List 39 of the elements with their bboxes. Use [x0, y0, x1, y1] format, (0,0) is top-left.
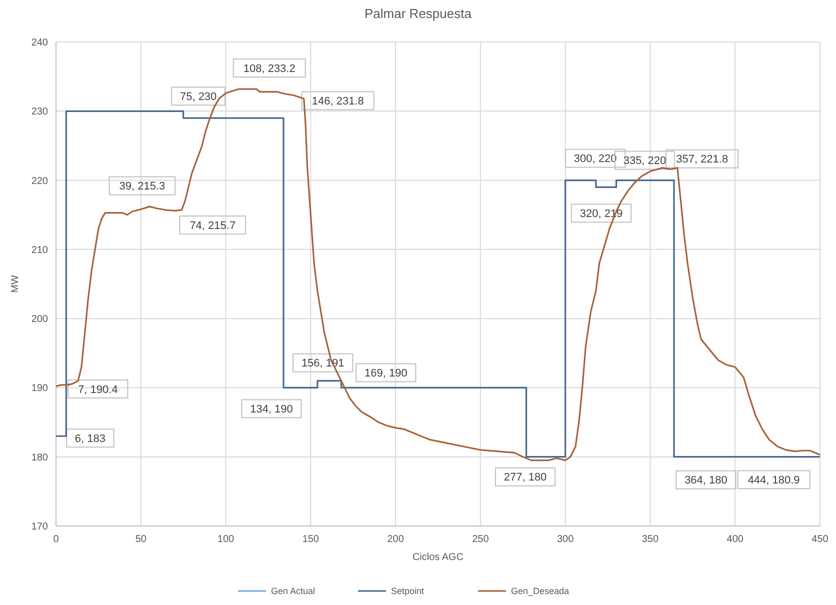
annotation: 300, 220 [574, 153, 617, 166]
x-tick-label: 200 [387, 534, 404, 545]
legend-label: Gen_Deseada [511, 586, 570, 596]
y-axis-title: MW [10, 274, 21, 293]
annotation: 7, 190.4 [78, 384, 118, 396]
annotation: 364, 180 [684, 474, 728, 487]
chart-title: Palmar Respuesta [364, 6, 472, 21]
annotation: 134, 190 [250, 404, 293, 416]
annotation: 39, 215.3 [119, 180, 166, 193]
annotation: 335, 220 [623, 155, 666, 168]
legend-label: Gen Actual [271, 586, 316, 596]
y-tick-label: 240 [31, 38, 48, 48]
annotation: 6, 183 [74, 432, 106, 445]
x-tick-label: 50 [135, 534, 147, 545]
legend-label: Setpoint [391, 586, 425, 596]
annotation: 108, 233.2 [243, 62, 296, 75]
annotation: 277, 180 [504, 472, 547, 484]
y-tick-label: 170 [31, 522, 48, 532]
x-tick-label: 300 [556, 534, 574, 545]
x-tick-label: 400 [726, 534, 744, 545]
x-tick-label: 0 [53, 534, 60, 545]
annotation: 357, 221.8 [676, 154, 728, 166]
x-tick-label: 450 [812, 534, 829, 545]
y-tick-label: 200 [31, 314, 48, 326]
annotation: 444, 180.9 [748, 474, 800, 486]
annotation: 74, 215.7 [190, 220, 236, 232]
y-tick-label: 220 [31, 176, 48, 187]
annotation: 146, 231.8 [312, 96, 364, 108]
y-tick-label: 190 [31, 383, 48, 394]
x-tick-label: 150 [302, 534, 320, 545]
x-axis-title: Ciclos AGC [412, 552, 464, 563]
y-tick-label: 230 [31, 106, 48, 118]
y-tick-label: 210 [31, 244, 48, 256]
annotation: 169, 190 [364, 368, 408, 380]
x-tick-label: 350 [642, 534, 659, 545]
x-tick-label: 250 [472, 534, 490, 545]
y-tick-label: 180 [31, 452, 48, 464]
x-tick-label: 100 [217, 534, 235, 545]
annotation: 75, 230 [180, 90, 217, 103]
